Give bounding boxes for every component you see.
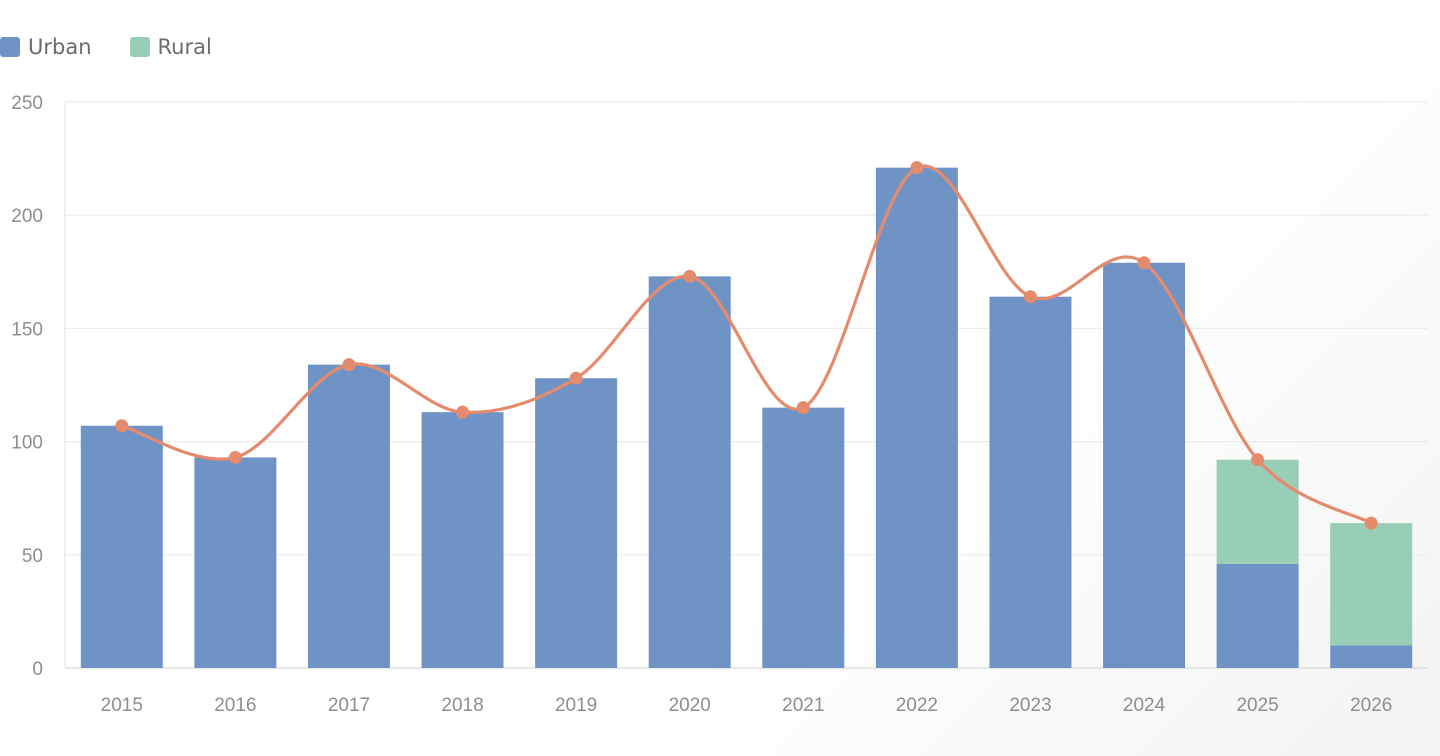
axis-layer: 0 50 100 150 200 250 2015 2016 2017 2018 2019 2020 2… [11, 93, 1392, 716]
bar-urban-2020 [648, 276, 731, 668]
bar-urban-2018 [421, 412, 504, 668]
legend: Urban Rural [0, 33, 250, 61]
legend-swatch-rural [129, 37, 150, 57]
bar-rural-2026 [1330, 523, 1413, 646]
trend-point-2021 [796, 401, 810, 415]
trend-point-2017 [342, 358, 356, 372]
bar-urban-2021 [762, 407, 845, 668]
x-tick-label: 2026 [1350, 695, 1392, 716]
legend-label-urban: Urban [28, 35, 92, 59]
legend-item-urban[interactable]: Urban [0, 35, 92, 59]
y-tick-label: 50 [22, 546, 43, 567]
x-tick-label: 2022 [896, 695, 938, 716]
bar-layer [80, 167, 1413, 668]
bar-urban-2025 [1216, 563, 1299, 668]
trend-point-2015 [115, 419, 129, 433]
bar-urban-2022 [875, 167, 958, 668]
bar-urban-2019 [535, 378, 618, 668]
x-tick-label: 2015 [101, 695, 143, 716]
legend-item-rural[interactable]: Rural [129, 35, 212, 59]
x-tick-label: 2021 [782, 695, 824, 716]
x-tick-label: 2020 [669, 695, 711, 716]
y-tick-label: 150 [11, 319, 43, 340]
bar-urban-2024 [1103, 262, 1186, 668]
bar-urban-2017 [307, 364, 390, 668]
y-tick-label: 100 [11, 433, 43, 454]
bar-urban-2026 [1330, 645, 1413, 668]
x-tick-label: 2024 [1123, 695, 1166, 716]
x-tick-label: 2025 [1236, 695, 1278, 716]
y-tick-label: 0 [32, 659, 43, 680]
x-tick-label: 2016 [214, 695, 256, 716]
trend-point-2023 [1023, 290, 1037, 304]
legend-label-rural: Rural [157, 35, 212, 59]
trend-point-2016 [228, 450, 242, 464]
line-layer [115, 161, 1378, 530]
trend-point-2026 [1364, 516, 1378, 530]
trend-point-2022 [910, 161, 924, 175]
x-tick-label: 2017 [328, 695, 370, 716]
y-tick-label: 250 [11, 93, 43, 114]
bar-urban-2015 [80, 425, 163, 668]
trend-point-2025 [1251, 453, 1265, 467]
x-tick-label: 2018 [441, 695, 483, 716]
trend-point-2019 [569, 371, 583, 385]
y-tick-label: 200 [11, 206, 43, 227]
bar-rural-2025 [1216, 459, 1299, 564]
bar-urban-2016 [194, 457, 277, 668]
x-tick-label: 2023 [1009, 695, 1051, 716]
trend-point-2020 [683, 269, 697, 283]
bar-urban-2023 [989, 296, 1072, 668]
grid-layer [65, 101, 1428, 669]
x-tick-label: 2019 [555, 695, 597, 716]
legend-swatch-urban [0, 37, 20, 57]
trend-point-2024 [1137, 256, 1151, 270]
trend-point-2018 [456, 405, 470, 419]
